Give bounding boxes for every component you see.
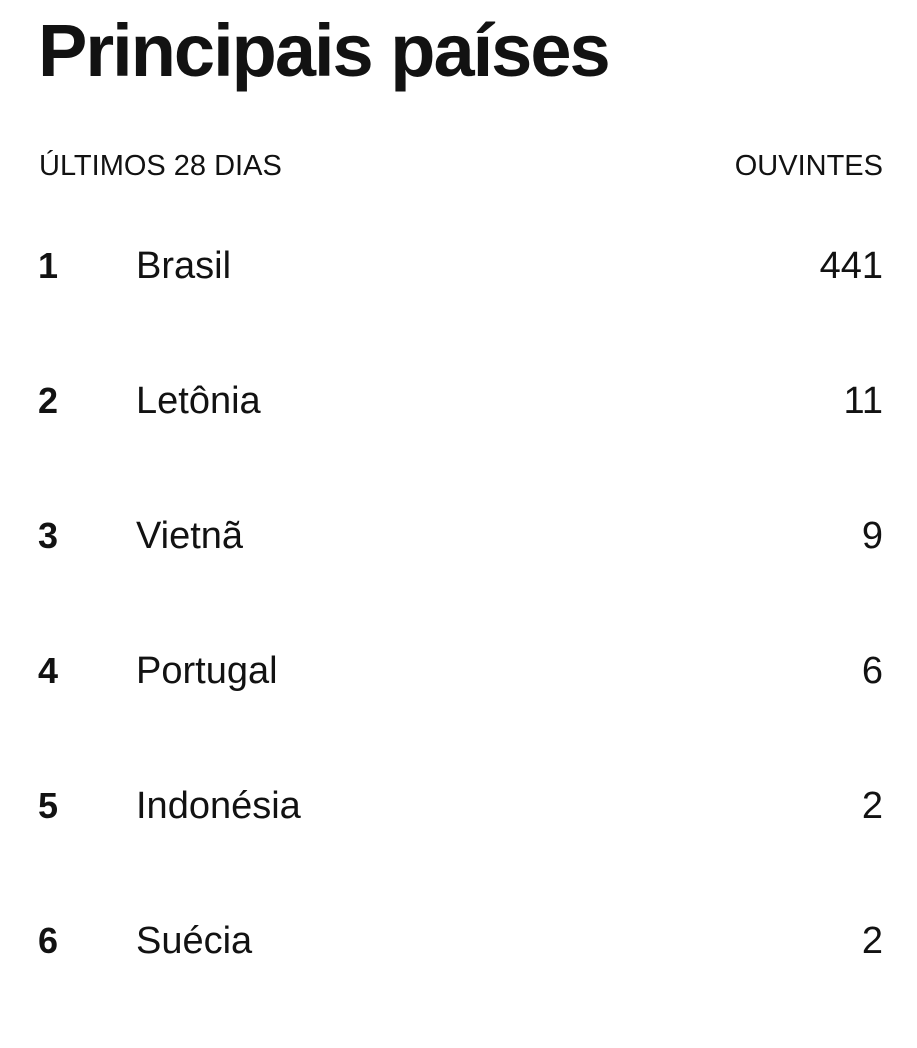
country-name: Suécia: [136, 920, 253, 962]
country-listeners: 11: [843, 380, 883, 422]
country-row: 5 Indonésia 2: [0, 778, 917, 913]
country-name: Indonésia: [136, 785, 301, 827]
country-name: Vietnã: [136, 515, 244, 557]
country-name: Portugal: [136, 650, 278, 692]
country-rank: 4: [38, 650, 59, 691]
country-row: 2 Letônia 11: [0, 373, 917, 508]
country-rank: 2: [38, 380, 59, 421]
country-listeners: 9: [861, 515, 883, 557]
country-listeners: 6: [861, 650, 883, 692]
country-rank: 5: [38, 785, 59, 826]
country-listeners: 441: [819, 245, 883, 287]
country-rank: 6: [38, 920, 59, 961]
country-listeners: 2: [861, 785, 883, 827]
country-row: 1 Brasil 441: [0, 238, 917, 373]
country-rank: 1: [38, 245, 59, 286]
country-rank: 3: [38, 515, 59, 556]
country-listeners: 2: [861, 920, 883, 962]
top-countries-list: 1 Brasil 441 2 Letônia 11 3 Vietnã 9 4 P…: [0, 238, 917, 1048]
period-label: ÚLTIMOS 28 DIAS: [39, 150, 282, 182]
listeners-column-header: OUVINTES: [734, 150, 883, 182]
country-row: 6 Suécia 2: [0, 913, 917, 1048]
country-name: Brasil: [136, 245, 232, 287]
country-row: 3 Vietnã 9: [0, 508, 917, 643]
country-row: 4 Portugal 6: [0, 643, 917, 778]
page-title: Principais países: [38, 9, 611, 92]
country-name: Letônia: [136, 380, 261, 422]
